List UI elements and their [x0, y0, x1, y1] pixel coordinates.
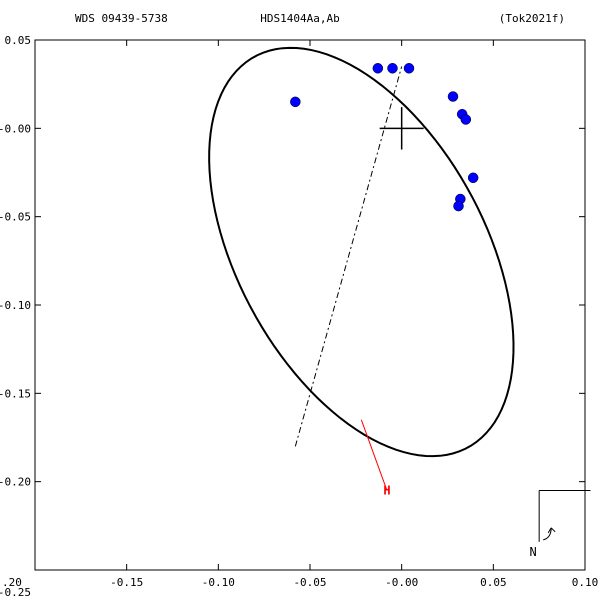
- x-tick-label: -0.00: [385, 576, 418, 589]
- observation-point: [448, 92, 458, 102]
- y-tick-label: -0.00: [0, 122, 31, 135]
- observation-point: [461, 115, 471, 125]
- title-left: WDS 09439-5738: [75, 12, 168, 25]
- x-tick-label: 0.10: [572, 576, 599, 589]
- x-tick-label: -0.15: [110, 576, 143, 589]
- corner-y-label: -0.25: [0, 586, 31, 599]
- y-tick-label: -0.20: [0, 476, 31, 489]
- y-tick-label: -0.15: [0, 387, 31, 400]
- line-of-nodes: [295, 67, 401, 447]
- y-tick-label: 0.05: [5, 34, 32, 47]
- x-tick-label: 0.05: [480, 576, 507, 589]
- hipparcos-point: H: [383, 484, 390, 498]
- y-tick-label: -0.05: [0, 211, 31, 224]
- observation-point: [290, 97, 300, 107]
- x-tick-label: -0.05: [293, 576, 326, 589]
- compass-arrowhead: [548, 528, 555, 533]
- observation-point: [404, 63, 414, 73]
- orbit-ellipse: [209, 48, 513, 456]
- observation-point: [468, 173, 478, 183]
- y-tick-label: -0.10: [0, 299, 31, 312]
- compass-n-label: N: [530, 545, 537, 559]
- x-tick-label: -0.10: [202, 576, 235, 589]
- orbit-plot-container: WDS 09439-5738 HDS1404Aa,Ab (Tok2021f) -0.1…: [0, 0, 600, 600]
- observation-point: [373, 63, 383, 73]
- oc-residual-line: [361, 420, 387, 491]
- plot-border: [35, 40, 585, 570]
- title-center: HDS1404Aa,Ab: [260, 12, 339, 25]
- orbit-plot-svg: WDS 09439-5738 HDS1404Aa,Ab (Tok2021f) -0.1…: [0, 0, 600, 600]
- title-right: (Tok2021f): [499, 12, 565, 25]
- observation-point: [454, 201, 464, 211]
- observation-point: [388, 63, 398, 73]
